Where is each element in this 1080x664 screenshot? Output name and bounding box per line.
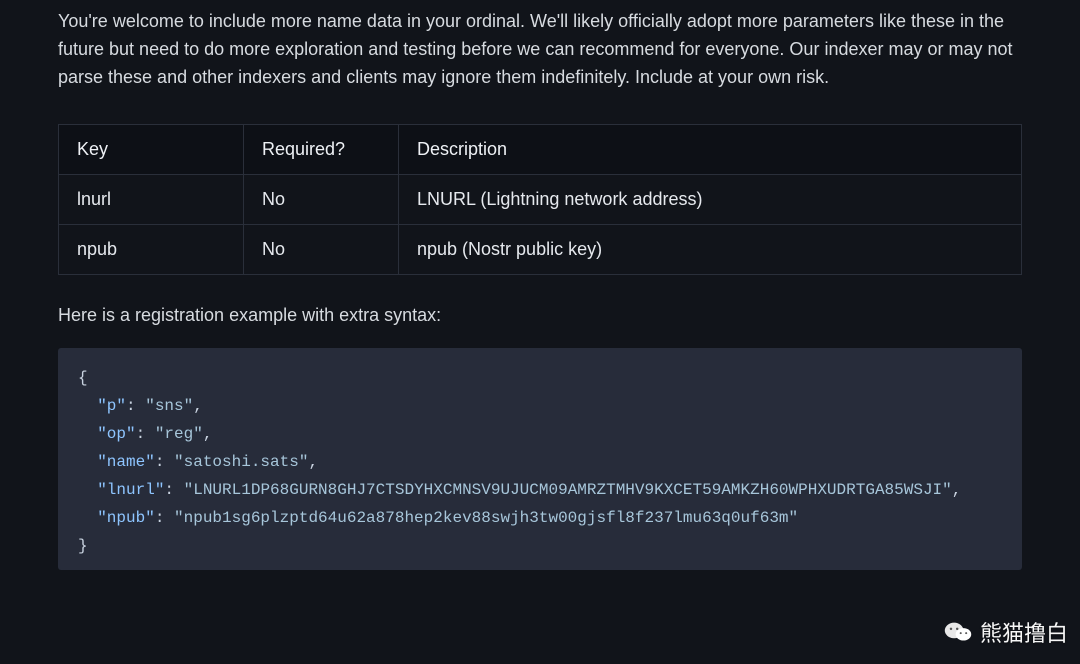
params-table: Key Required? Description lnurl No LNURL… — [58, 124, 1022, 275]
table-header-row: Key Required? Description — [59, 124, 1022, 174]
cell-key: npub — [59, 224, 244, 274]
intro-paragraph: You're welcome to include more name data… — [58, 8, 1022, 92]
document-content: You're welcome to include more name data… — [0, 0, 1080, 570]
cell-required: No — [244, 224, 399, 274]
cell-description: LNURL (Lightning network address) — [399, 174, 1022, 224]
code-block: { "p": "sns", "op": "reg", "name": "sato… — [58, 348, 1022, 570]
column-header: Description — [399, 124, 1022, 174]
example-label: Here is a registration example with extr… — [58, 305, 1022, 326]
column-header: Required? — [244, 124, 399, 174]
column-header: Key — [59, 124, 244, 174]
watermark-text: 熊猫撸白 — [980, 616, 1068, 648]
table-row: npub No npub (Nostr public key) — [59, 224, 1022, 274]
wechat-icon — [944, 621, 972, 643]
code-content[interactable]: { "p": "sns", "op": "reg", "name": "sato… — [78, 364, 1002, 560]
cell-key: lnurl — [59, 174, 244, 224]
cell-required: No — [244, 174, 399, 224]
cell-description: npub (Nostr public key) — [399, 224, 1022, 274]
table-row: lnurl No LNURL (Lightning network addres… — [59, 174, 1022, 224]
watermark: 熊猫撸白 — [944, 616, 1068, 648]
